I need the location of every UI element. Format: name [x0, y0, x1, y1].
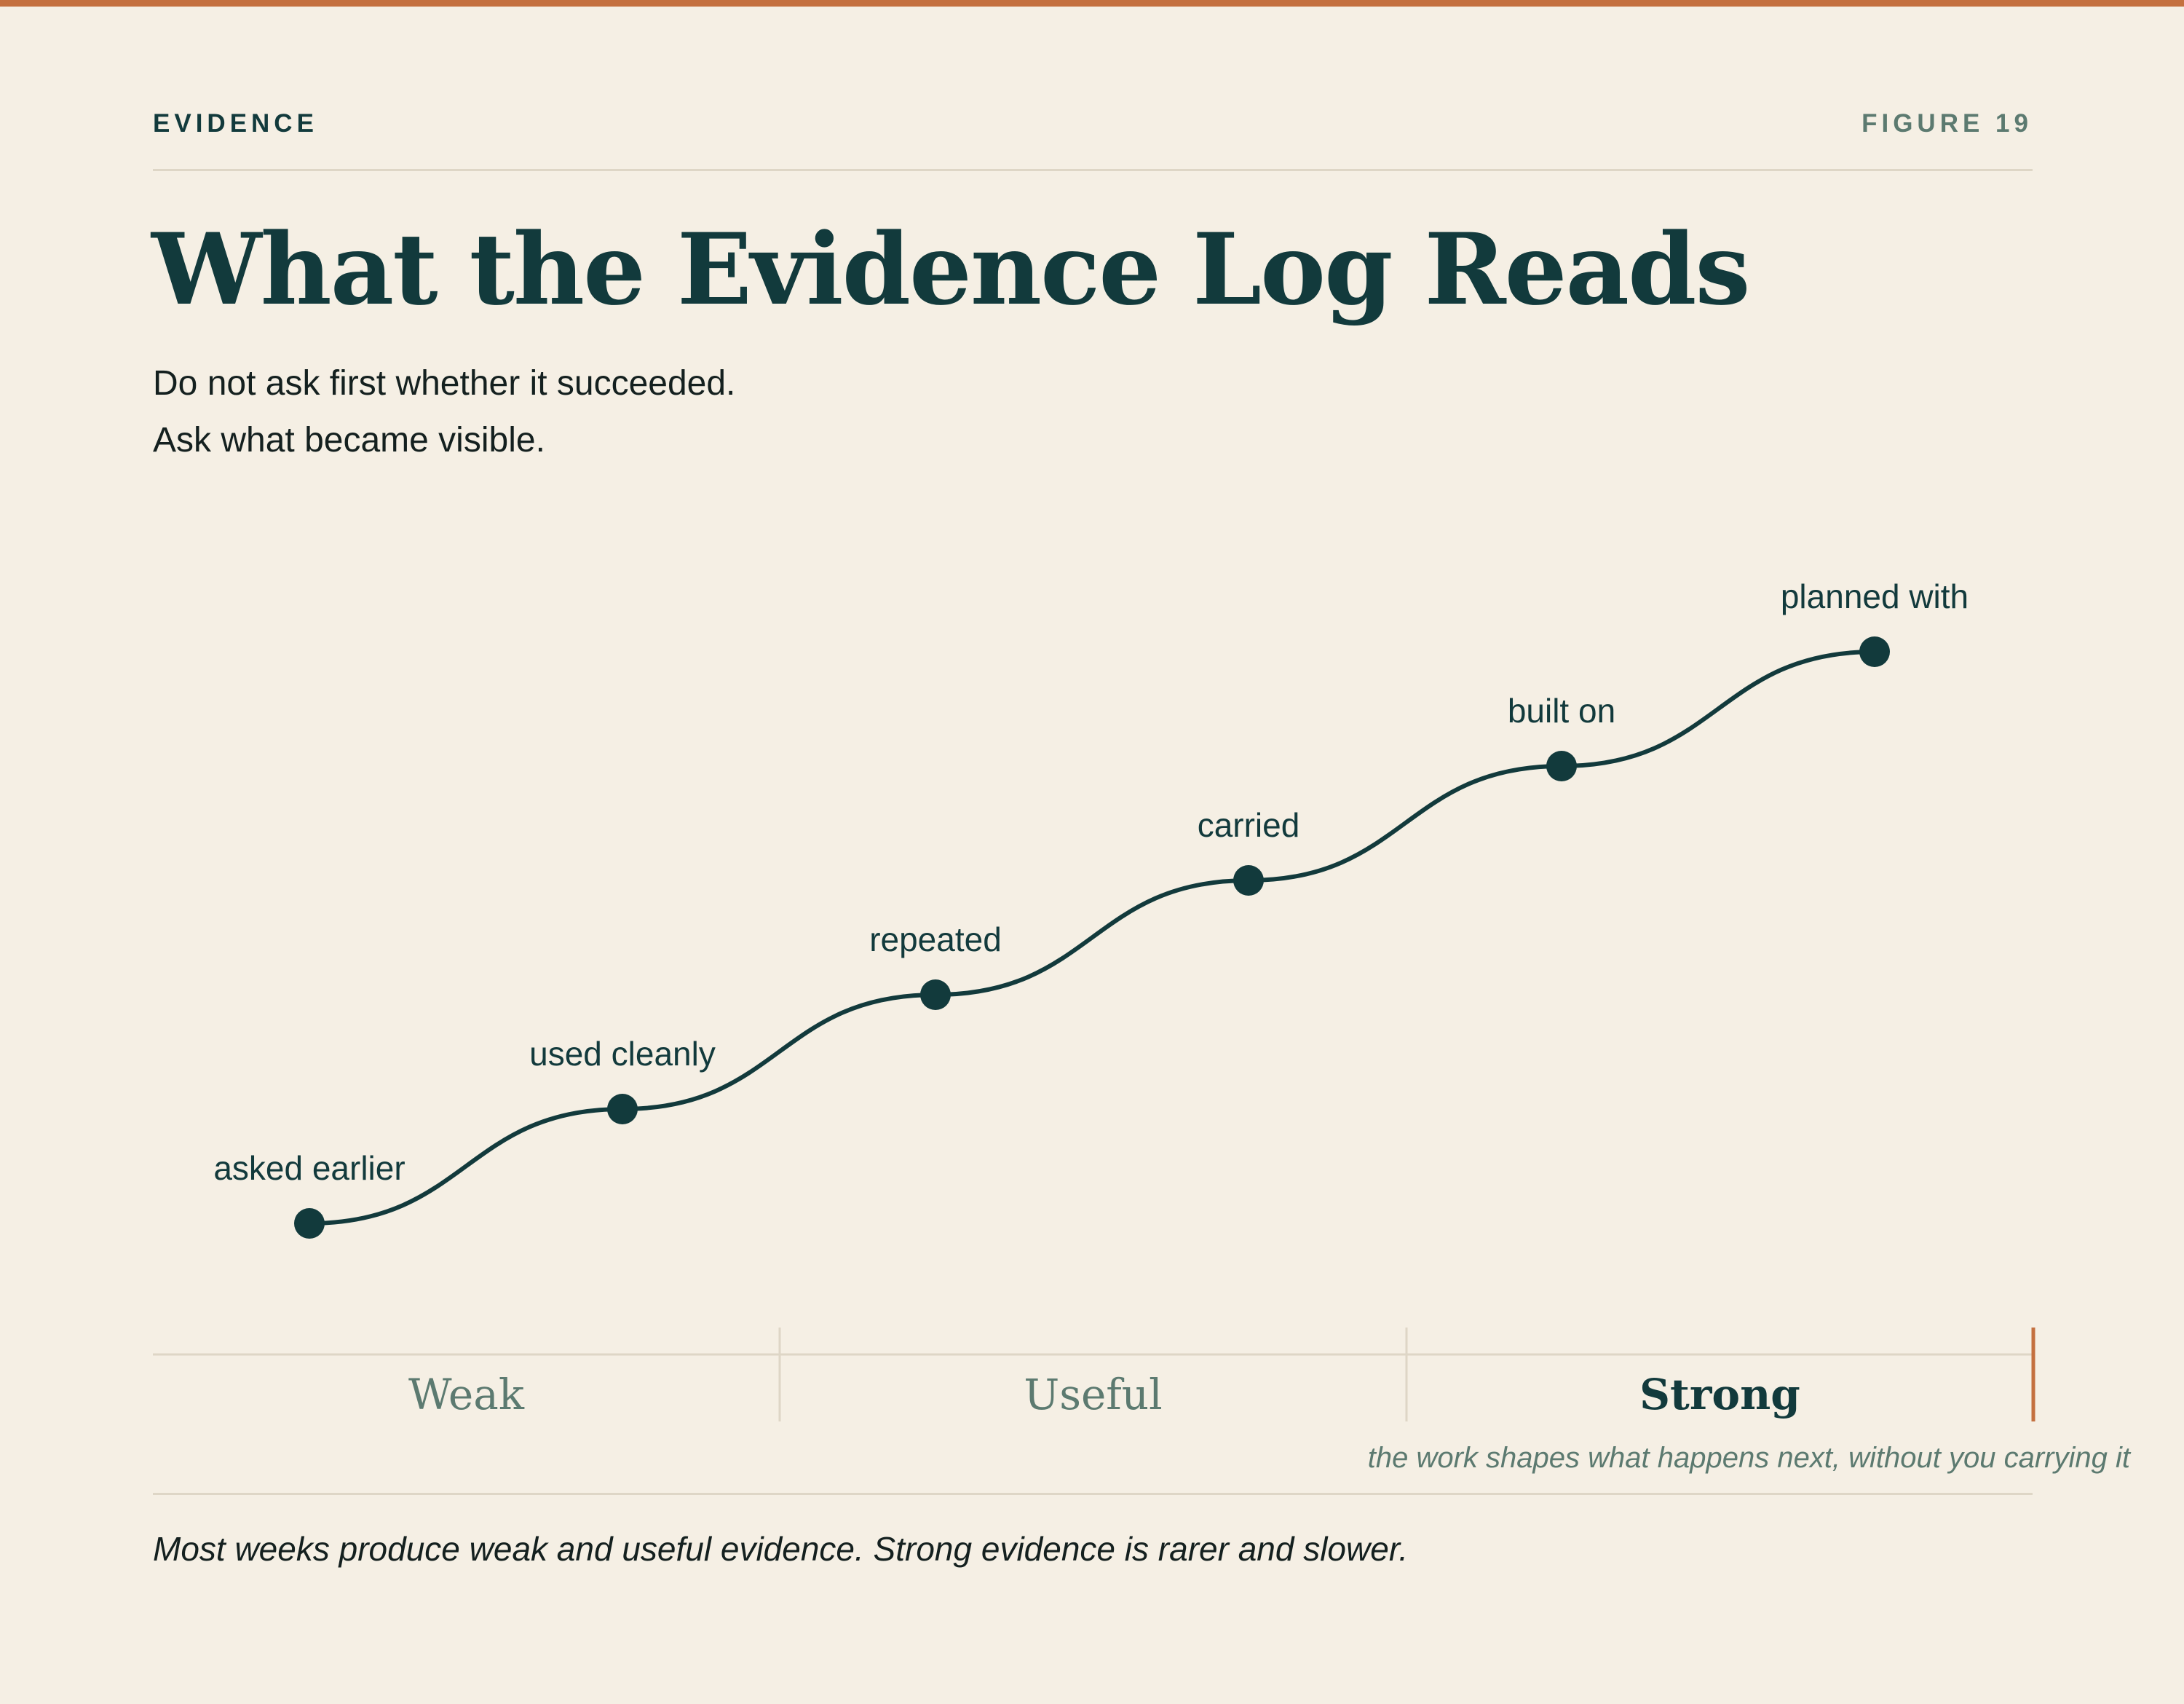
evidence-point	[1859, 636, 1890, 667]
evidence-point-label: asked earlier	[213, 1149, 405, 1187]
evidence-point-label: planned with	[1781, 577, 1969, 615]
evidence-point-label: repeated	[869, 920, 1002, 958]
band-label: Useful	[1024, 1370, 1162, 1419]
band-label: Weak	[408, 1370, 525, 1419]
evidence-point-label: carried	[1198, 806, 1300, 844]
evidence-point	[1233, 865, 1264, 896]
strong-band-caption: the work shapes what happens next, witho…	[1368, 1442, 2132, 1474]
evidence-point	[920, 979, 951, 1010]
evidence-point-label: used cleanly	[529, 1035, 716, 1073]
page-title: What the Evidence Log Reads	[151, 211, 1750, 327]
subtitle: Do not ask first whether it succeeded. A…	[153, 355, 735, 469]
evidence-point	[294, 1208, 325, 1239]
evidence-curve-layer	[307, 650, 1877, 1226]
subtitle-line-1: Do not ask first whether it succeeded.	[153, 364, 736, 403]
strength-bands: Weak Useful Strong the work shapes what hap…	[153, 1328, 2132, 1474]
accent-top-bar	[0, 0, 2184, 7]
section-eyebrow: EVIDENCE	[153, 109, 318, 138]
evidence-points: asked earlier used cleanly repeated carried…	[213, 577, 1969, 1239]
header-divider	[153, 169, 2033, 171]
evidence-curve	[307, 650, 1877, 1226]
band-label: Strong	[1639, 1370, 1800, 1419]
footnote: Most weeks produce weak and useful evide…	[153, 1530, 1409, 1568]
footer-divider	[153, 1493, 2033, 1495]
subtitle-line-2: Ask what became visible.	[153, 421, 545, 459]
figure-number: FIGURE 19	[1861, 109, 2033, 138]
evidence-point-label: built on	[1508, 692, 1615, 730]
evidence-point	[607, 1094, 638, 1124]
evidence-point	[1546, 751, 1577, 781]
